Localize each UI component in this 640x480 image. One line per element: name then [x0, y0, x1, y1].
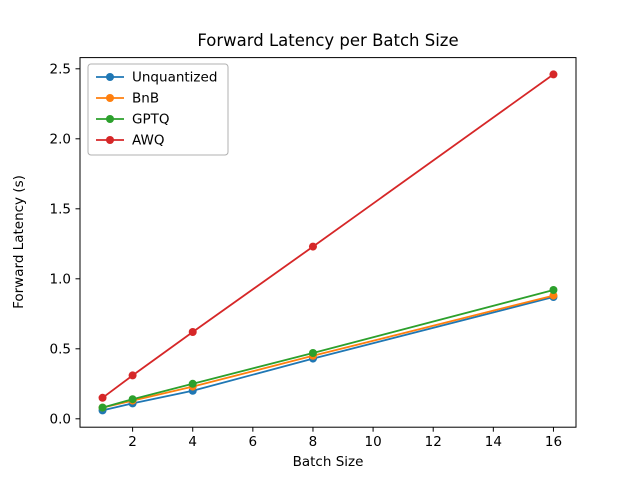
series-line-bnb: [102, 294, 554, 409]
legend-marker-unquantized: [106, 73, 114, 81]
legend-label-awq: AWQ: [132, 133, 164, 149]
legend-label-bnb: BnB: [132, 91, 159, 107]
y-tick-label: 2.0: [50, 131, 71, 147]
chart-title: Forward Latency per Batch Size: [197, 31, 458, 50]
y-axis-label: Forward Latency (s): [11, 175, 27, 309]
series-marker-awq: [128, 371, 137, 380]
legend-label-gptq: GPTQ: [132, 112, 169, 128]
series-marker-bnb: [549, 291, 558, 300]
series-marker-gptq: [308, 349, 317, 357]
legend-label-unquantized: Unquantized: [132, 70, 217, 86]
legend-box: [87, 63, 229, 156]
x-tick-label: 16: [545, 434, 562, 450]
legend-marker-awq: [106, 136, 114, 144]
x-axis-label: Batch Size: [293, 454, 364, 470]
x-tick-label: 14: [485, 434, 502, 450]
x-tick-label: 2: [128, 434, 137, 450]
x-tick-label: 12: [425, 434, 442, 450]
series-marker-awq: [98, 393, 107, 402]
series-marker-gptq: [188, 379, 197, 388]
plot-area: 2 4 6 8 10 12 14 16 0.0 0.5 1.0 1.5 2.0 2.5 Unquantize…: [50, 57, 577, 450]
y-tick-label: 0.0: [50, 411, 71, 427]
x-tick-label: 8: [309, 434, 318, 450]
y-tick-label: 1.5: [50, 201, 71, 217]
y-tick-label: 2.5: [50, 61, 71, 77]
x-tick-label: 4: [188, 434, 197, 450]
series-marker-gptq: [98, 403, 107, 412]
legend-marker-gptq: [106, 115, 114, 123]
series-marker-gptq: [128, 395, 137, 404]
legend-marker-bnb: [106, 94, 114, 102]
y-tick-label: 0.5: [50, 341, 71, 357]
series-line-unquantized: [102, 296, 554, 412]
x-tick-label: 6: [249, 434, 258, 450]
series-marker-awq: [308, 242, 317, 251]
series-marker-gptq: [549, 286, 558, 294]
y-tick-label: 1.0: [50, 271, 71, 287]
plot-frame: [79, 57, 577, 428]
x-tick-label: 10: [364, 434, 381, 450]
series-marker-awq: [188, 328, 197, 336]
series-marker-awq: [549, 70, 558, 79]
